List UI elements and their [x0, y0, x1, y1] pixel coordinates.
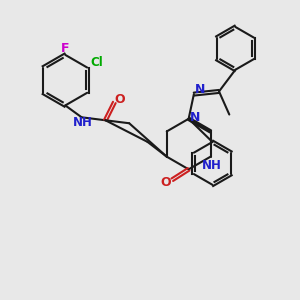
Text: O: O [160, 176, 171, 189]
Text: Cl: Cl [90, 56, 103, 69]
Text: NH: NH [73, 116, 93, 129]
Text: O: O [114, 93, 125, 106]
Text: N: N [190, 111, 200, 124]
Text: NH: NH [202, 158, 222, 172]
Text: F: F [60, 42, 69, 55]
Text: N: N [195, 83, 205, 96]
